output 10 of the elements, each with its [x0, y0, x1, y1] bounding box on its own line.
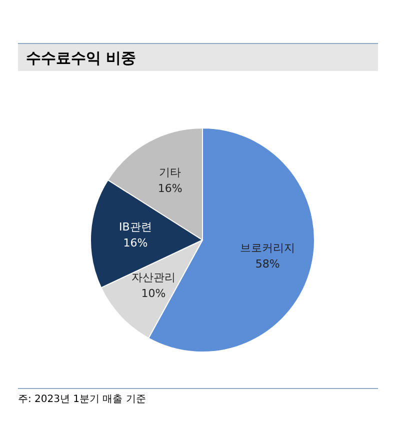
data-label: 58%: [255, 258, 280, 271]
data-label: 16%: [123, 236, 148, 250]
data-label: 10%: [141, 286, 166, 300]
text: 주: 2023년 1분기 매출 기준: [18, 393, 147, 407]
slice-label: 브로커리지: [240, 242, 296, 255]
chart-title: 수수료수익 비중: [18, 43, 378, 71]
slice-label: 자산관리: [132, 270, 176, 284]
slice-label: IB관련: [119, 220, 152, 234]
data-label: 16%: [158, 182, 182, 195]
slice-label: 기타: [159, 166, 182, 179]
